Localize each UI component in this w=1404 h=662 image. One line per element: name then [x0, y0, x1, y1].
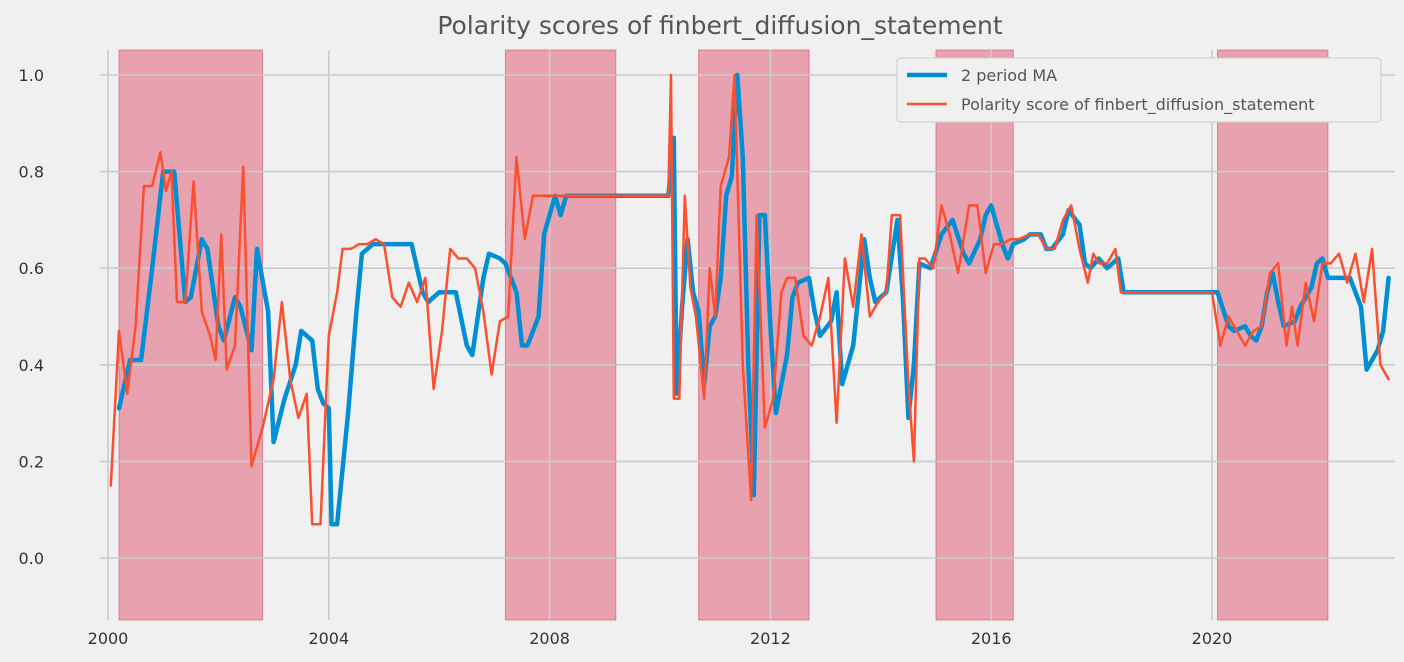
y-tick-label: 0.2 [19, 452, 44, 471]
chart-title: Polarity scores of finbert_diffusion_sta… [437, 11, 1003, 40]
y-tick-label: 0.0 [19, 549, 44, 568]
shaded-region-1 [504, 49, 617, 621]
shaded-region-0 [118, 49, 264, 621]
legend-label-0: 2 period MA [961, 66, 1057, 85]
x-tick-label: 2004 [308, 629, 349, 648]
legend-label-1: Polarity score of finbert_diffusion_stat… [961, 95, 1314, 115]
x-tick-label: 2008 [529, 629, 570, 648]
x-tick-label: 2000 [88, 629, 129, 648]
shaded-region-3 [935, 49, 1014, 621]
y-tick-label: 0.6 [19, 259, 44, 278]
x-tick-label: 2020 [1192, 629, 1233, 648]
y-tick-label: 0.8 [19, 163, 44, 182]
x-tick-label: 2016 [971, 629, 1012, 648]
y-tick-label: 1.0 [19, 66, 44, 85]
x-tick-label: 2012 [750, 629, 791, 648]
shaded-region-4 [1217, 49, 1329, 621]
legend: 2 period MA Polarity score of finbert_dif… [896, 57, 1382, 123]
series-line-polarity-score [109, 73, 1390, 526]
legend-box [896, 57, 1382, 123]
y-tick-label: 0.4 [19, 356, 44, 375]
